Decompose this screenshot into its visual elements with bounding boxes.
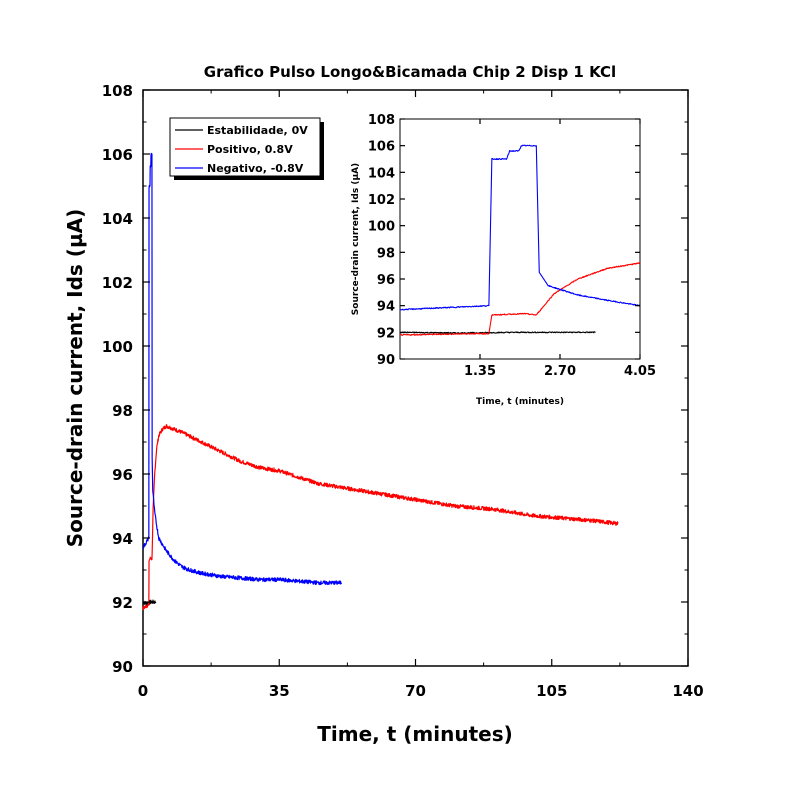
main-y-tick-label: 100 <box>102 338 133 356</box>
main-y-tick-labels: 90 92 94 96 98 100 102 104 106 108 <box>102 82 133 676</box>
main-x-tick-label: 70 <box>405 682 426 700</box>
inset-x-tick-label: 2.70 <box>544 364 576 379</box>
inset-y-tick-label: 90 <box>377 353 395 368</box>
legend-label-negativo-0-8v: Negativo, -0.8V <box>207 162 304 175</box>
main-x-tick-labels: 0 35 70 105 140 <box>138 682 704 700</box>
main-x-tick-label: 35 <box>269 682 290 700</box>
inset-series-positivo-0-8v <box>399 262 641 336</box>
inset-ticks-group <box>400 118 641 360</box>
main-y-tick-label: 98 <box>112 402 133 420</box>
main-y-tick-label: 108 <box>102 82 133 100</box>
main-x-tick-label: 140 <box>672 682 703 700</box>
main-ticks-group <box>142 89 689 667</box>
main-y-axis-title: Source-drain current, Ids (µA) <box>63 209 87 548</box>
main-y-tick-label: 94 <box>112 530 133 548</box>
chart-title: Grafico Pulso Longo&Bicamada Chip 2 Disp… <box>204 63 616 81</box>
legend-label-estabilidade-0v: Estabilidade, 0V <box>207 124 308 137</box>
inset-y-tick-label: 104 <box>368 166 395 181</box>
main-plot: 0 35 70 105 140 90 92 94 96 98 100 102 104 106 108 Ti… <box>63 82 704 746</box>
main-y-tick-label: 102 <box>102 274 133 292</box>
inset-y-tick-label: 102 <box>368 193 395 208</box>
inset-x-axis-title: Time, t (minutes) <box>476 397 564 407</box>
inset-x-tick-label: 4.05 <box>624 364 656 379</box>
legend-items: Estabilidade, 0V Positivo, 0.8V Negativo, … <box>175 124 308 175</box>
legend-label-positivo-0-8v: Positivo, 0.8V <box>207 143 293 156</box>
inset-y-tick-label: 96 <box>377 273 395 288</box>
inset-series-estabilidade-0v <box>399 331 596 335</box>
main-x-tick-label: 105 <box>536 682 567 700</box>
main-series-negativo-0-8v <box>142 152 343 586</box>
inset-x-tick-labels: 1.35 2.70 4.05 <box>464 364 656 379</box>
main-x-axis-title: Time, t (minutes) <box>317 722 512 746</box>
main-y-tick-label: 106 <box>102 146 133 164</box>
main-y-tick-label: 104 <box>102 210 133 228</box>
inset-plot: 1.35 2.70 4.05 90 92 94 96 98 100 102 104 106 108 T… <box>351 113 656 407</box>
inset-plot-frame <box>399 118 641 360</box>
inset-y-tick-label: 94 <box>377 300 395 315</box>
inset-y-tick-labels: 90 92 94 96 98 100 102 104 106 108 <box>368 113 395 368</box>
main-y-tick-label: 92 <box>112 594 133 612</box>
inset-y-tick-label: 92 <box>377 326 395 341</box>
inset-y-tick-label: 108 <box>368 113 395 128</box>
inset-series-negativo-0-8v <box>399 144 641 311</box>
main-series-positivo-0-8v <box>142 424 619 611</box>
inset-y-tick-label: 98 <box>377 246 395 261</box>
inset-x-tick-label: 1.35 <box>464 364 496 379</box>
legend: Estabilidade, 0V Positivo, 0.8V Negativo, … <box>169 117 324 180</box>
main-y-tick-label: 96 <box>112 466 133 484</box>
main-y-tick-label: 90 <box>112 658 133 676</box>
legend-box <box>169 117 321 177</box>
inset-y-axis-title: Source-drain current, Ids (µA) <box>351 163 361 315</box>
inset-series-group <box>399 144 641 336</box>
inset-y-tick-label: 100 <box>368 220 395 235</box>
inset-y-tick-label: 106 <box>368 140 395 155</box>
main-x-tick-label: 0 <box>138 682 148 700</box>
